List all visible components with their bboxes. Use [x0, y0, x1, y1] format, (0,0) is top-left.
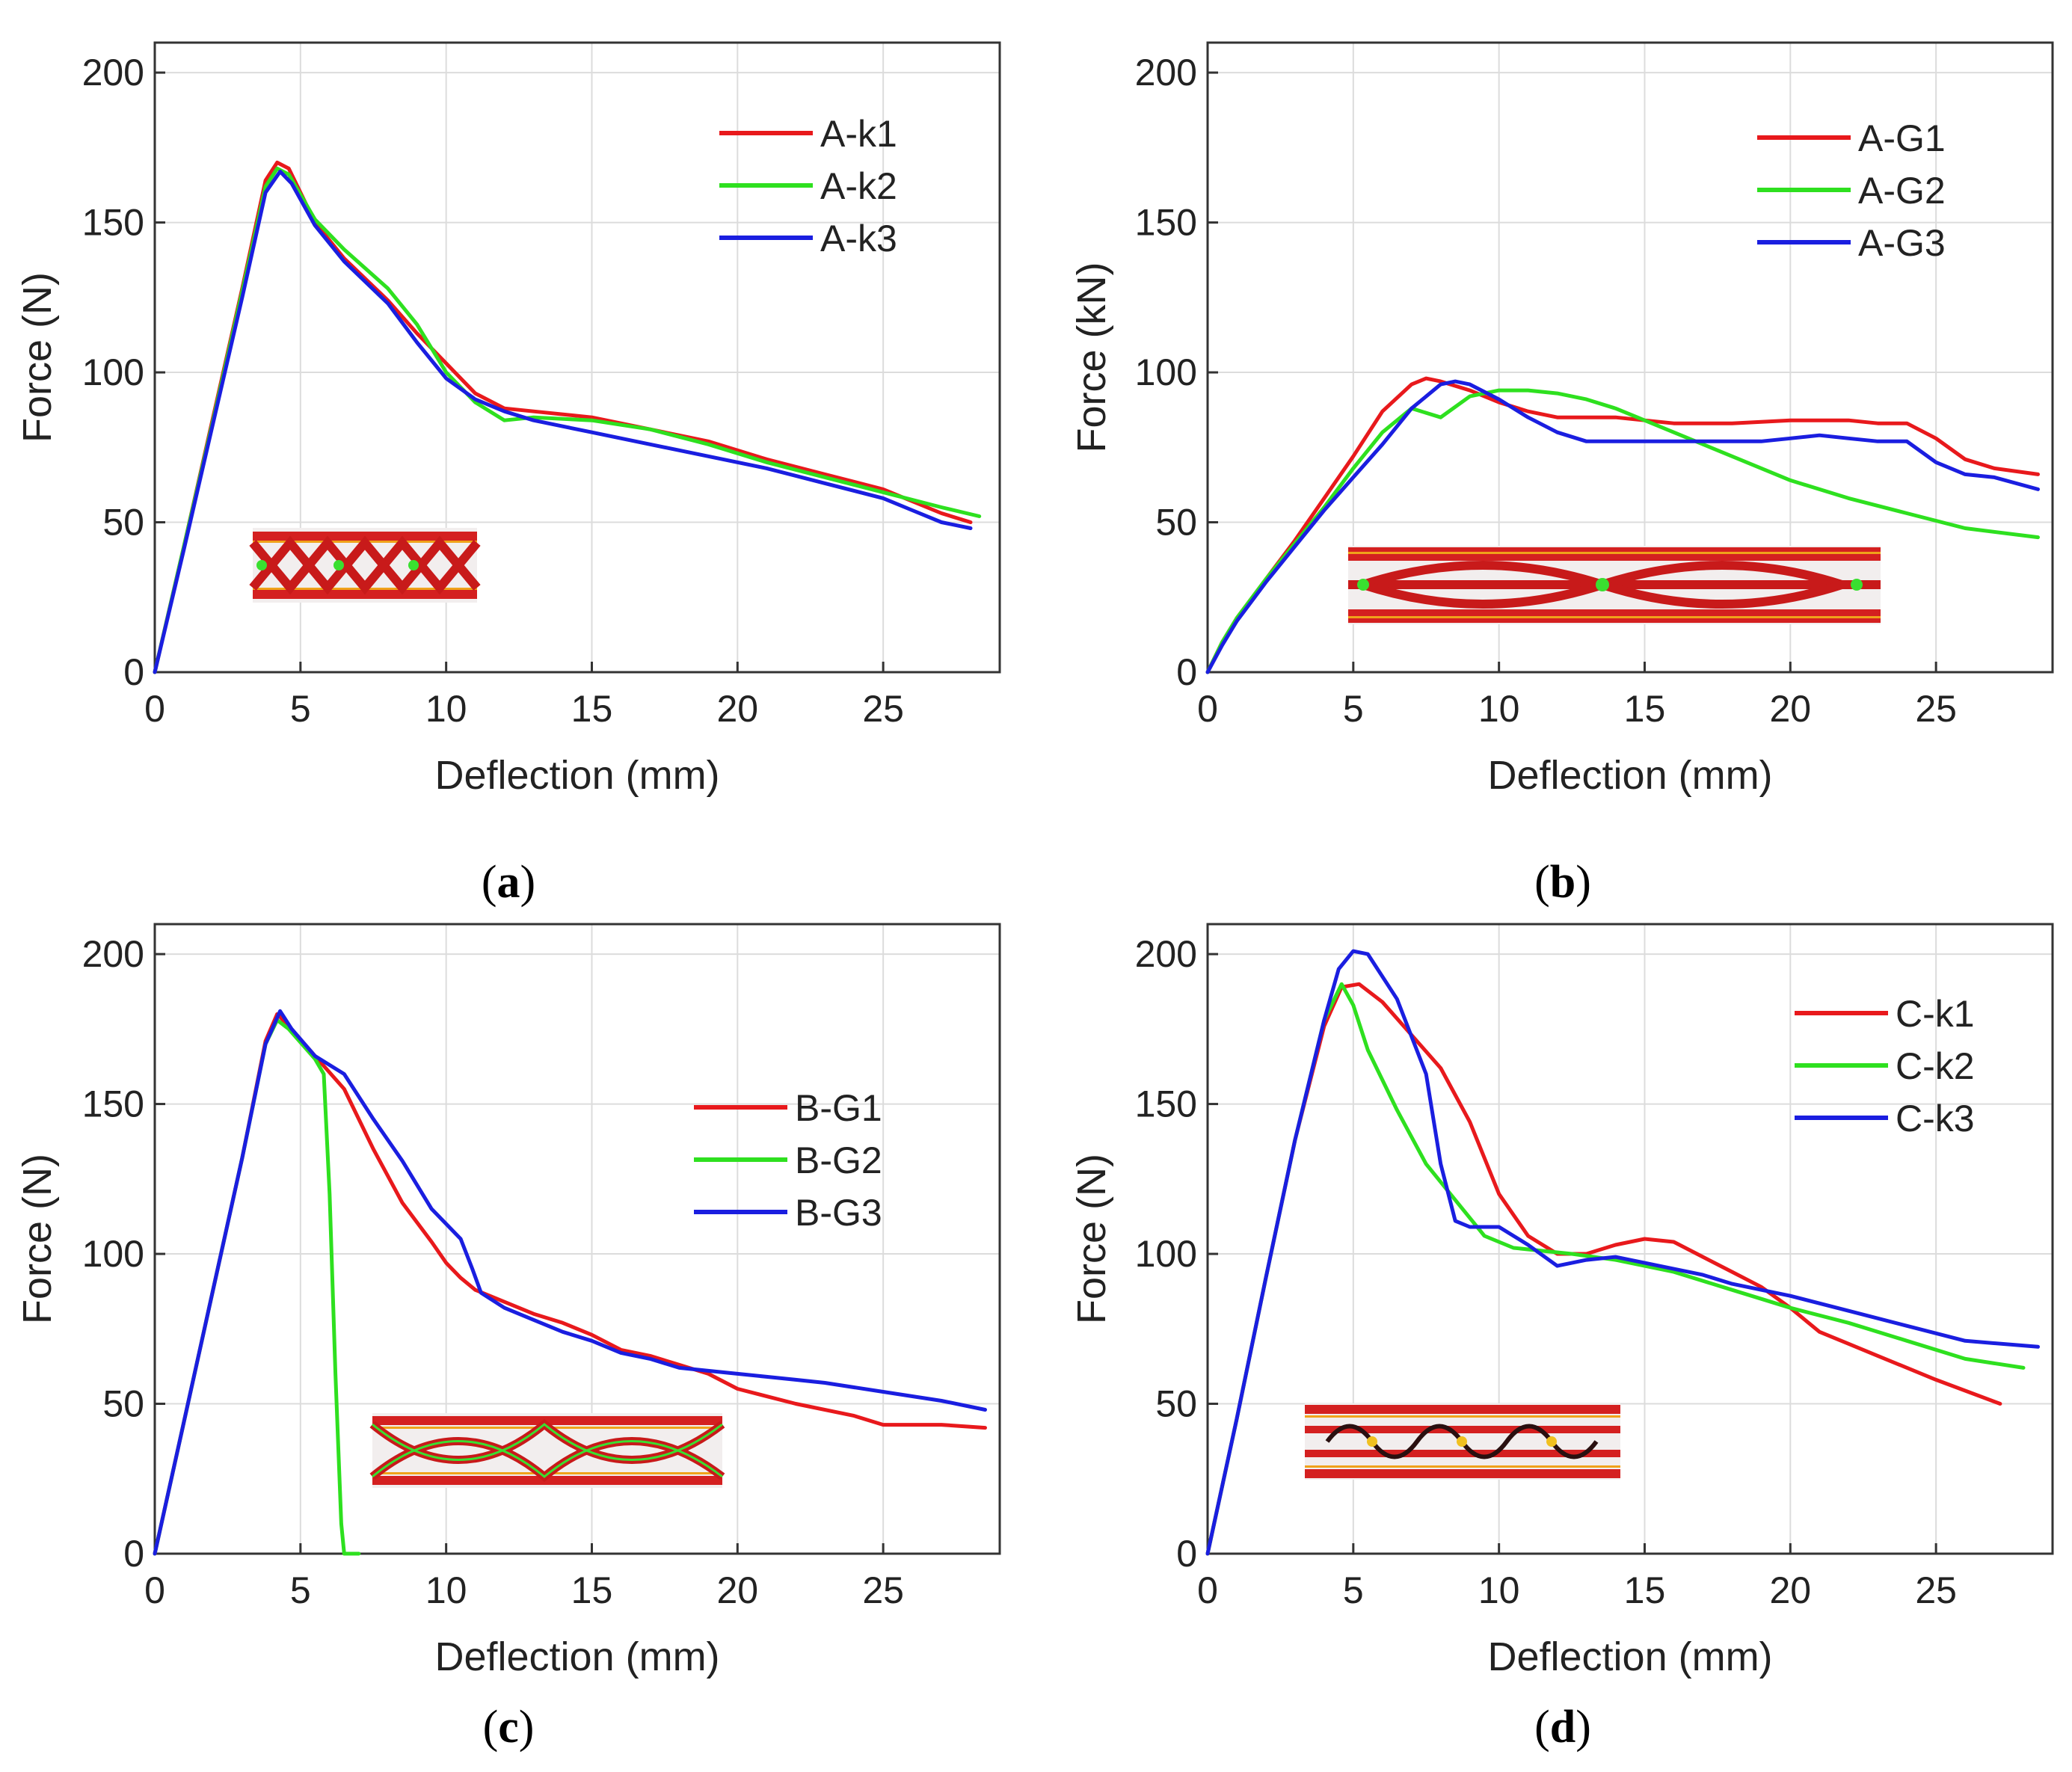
plot-frame — [1206, 41, 2054, 674]
x-tick-label: 0 — [144, 688, 165, 730]
plot-frame — [153, 923, 1001, 1555]
x-tick-label: 0 — [1197, 1569, 1218, 1611]
x-tick-label: 15 — [1624, 688, 1666, 730]
x-tick-label: 25 — [1915, 688, 1957, 730]
x-tick-label: 15 — [1624, 1569, 1666, 1611]
y-tick-label: 50 — [102, 1383, 144, 1425]
x-tick-label: 15 — [571, 1569, 613, 1611]
inset-image-gyroid-d — [1305, 1403, 1620, 1480]
legend: C-k1 C-k2 C-k3 — [1795, 993, 1975, 1139]
x-tick-label: 25 — [1915, 1569, 1957, 1611]
y-axis-label: Force (N) — [15, 1154, 60, 1324]
y-tick-label: 200 — [1135, 52, 1197, 93]
y-tick-label: 100 — [82, 351, 144, 393]
y-tick-label: 0 — [1176, 1533, 1197, 1575]
legend-label-c-k2: C-k2 — [1896, 1045, 1975, 1087]
y-axis-label: Force (kN) — [1069, 262, 1114, 453]
x-tick-label: 5 — [290, 688, 311, 730]
series-line-c-k3 — [1205, 949, 2040, 1556]
x-tick-label: 5 — [290, 1569, 311, 1611]
legend-label-a-k2: A-k2 — [820, 165, 897, 207]
legend-label-b-g2: B-G2 — [795, 1139, 882, 1181]
x-tick-label: 15 — [571, 688, 613, 730]
y-tick-label: 150 — [1135, 202, 1197, 244]
legend-label-a-k1: A-k1 — [820, 113, 897, 155]
legend-label-a-g2: A-G2 — [1858, 170, 1946, 212]
series-line-a-g3 — [1205, 379, 2040, 674]
y-tick-label: 200 — [1135, 933, 1197, 975]
series-line-a-k3 — [153, 169, 973, 674]
x-tick-label: 10 — [1478, 1569, 1520, 1611]
legend-label-c-k3: C-k3 — [1896, 1098, 1975, 1139]
chart-panel-a: 0 5 10 15 20 25 0 50 100 150 200 Deflection (mm) F… — [15, 41, 1001, 908]
y-tick-label: 100 — [82, 1233, 144, 1275]
y-axis-label: Force (N) — [15, 272, 60, 443]
panel-caption-b: (b) — [1534, 857, 1591, 908]
x-tick-label: 20 — [1769, 688, 1811, 730]
legend-label-b-g1: B-G1 — [795, 1087, 882, 1129]
x-tick-label: 20 — [716, 688, 758, 730]
y-tick-label: 0 — [123, 651, 144, 693]
plot-frame — [153, 41, 1001, 674]
inset-image-gyroid-b — [1348, 546, 1881, 624]
panel-caption-c: (c) — [483, 1702, 535, 1753]
x-tick-label: 0 — [1197, 688, 1218, 730]
legend: A-G1 A-G2 A-G3 — [1757, 117, 1946, 264]
y-tick-label: 100 — [1135, 351, 1197, 393]
x-axis-label: Deflection (mm) — [434, 1634, 719, 1679]
x-tick-label: 10 — [425, 688, 467, 730]
y-tick-label: 50 — [102, 502, 144, 544]
x-tick-label: 0 — [144, 1569, 165, 1611]
panel-caption-d: (d) — [1534, 1702, 1591, 1753]
y-tick-label: 100 — [1135, 1233, 1197, 1275]
y-tick-label: 150 — [82, 202, 144, 244]
chart-panel-c: 0 5 10 15 20 25 0 50 100 150 200 Deflection (mm) F… — [15, 923, 1001, 1753]
series-line-a-g1 — [1205, 376, 2040, 674]
y-axis-label: Force (N) — [1069, 1154, 1114, 1324]
y-tick-label: 200 — [82, 52, 144, 93]
legend-label-a-g3: A-G3 — [1858, 222, 1946, 264]
y-tick-label: 150 — [82, 1083, 144, 1125]
y-tick-label: 0 — [123, 1533, 144, 1575]
x-tick-label: 5 — [1343, 688, 1364, 730]
legend: A-k1 A-k2 A-k3 — [719, 113, 897, 259]
x-axis-label: Deflection (mm) — [434, 753, 719, 798]
plot-frame — [1206, 923, 2054, 1555]
inset-image-gyroid-a — [249, 528, 481, 603]
x-tick-label: 25 — [862, 1569, 904, 1611]
legend-label-c-k1: C-k1 — [1896, 993, 1975, 1035]
y-tick-label: 200 — [82, 933, 144, 975]
chart-panel-d: 0 5 10 15 20 25 0 50 100 150 200 Deflection (mm) F… — [1069, 923, 2054, 1753]
series-line-b-g2 — [153, 1018, 361, 1556]
series-line-a-g2 — [1205, 388, 2040, 674]
y-tick-label: 50 — [1155, 1383, 1197, 1425]
x-tick-label: 20 — [716, 1569, 758, 1611]
panel-caption-a: (a) — [482, 857, 535, 908]
x-tick-label: 20 — [1769, 1569, 1811, 1611]
inset-image-gyroid-c — [369, 1413, 725, 1488]
legend-label-a-k3: A-k3 — [820, 218, 897, 259]
legend-label-a-g1: A-G1 — [1858, 117, 1946, 159]
x-axis-label: Deflection (mm) — [1487, 1634, 1772, 1679]
y-tick-label: 0 — [1176, 651, 1197, 693]
x-tick-label: 10 — [425, 1569, 467, 1611]
x-axis-label: Deflection (mm) — [1487, 753, 1772, 798]
x-tick-label: 25 — [862, 688, 904, 730]
chart-panel-b: 0 5 10 15 20 25 0 50 100 150 200 Deflection (mm) F… — [1069, 41, 2054, 908]
x-tick-label: 10 — [1478, 688, 1520, 730]
y-tick-label: 150 — [1135, 1083, 1197, 1125]
y-tick-label: 50 — [1155, 502, 1197, 544]
legend: B-G1 B-G2 B-G3 — [694, 1087, 882, 1234]
series-line-b-g3 — [153, 1009, 987, 1556]
legend-label-b-g3: B-G3 — [795, 1192, 882, 1234]
x-tick-label: 5 — [1343, 1569, 1364, 1611]
